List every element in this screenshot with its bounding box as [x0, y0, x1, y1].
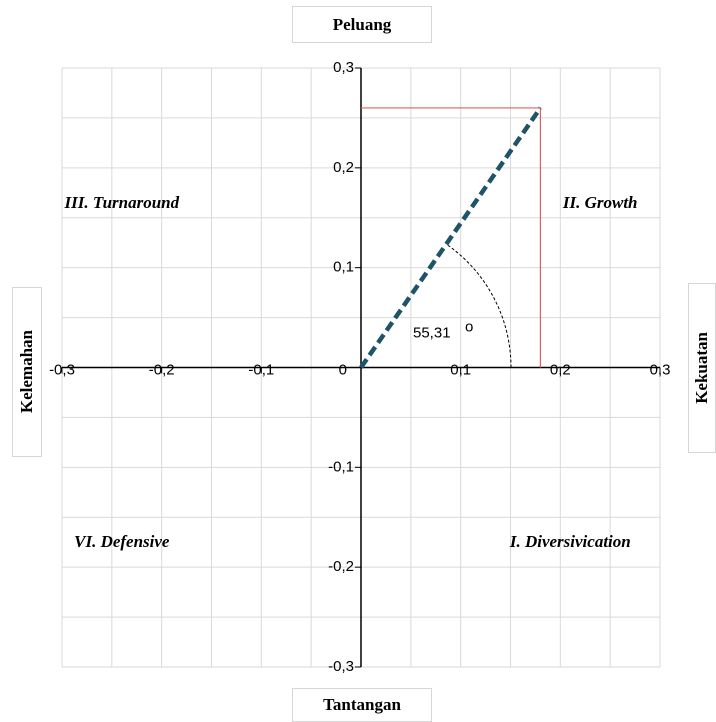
- angle-label: 55,31: [413, 325, 451, 342]
- right-axis-label: Kekuatan: [688, 283, 716, 453]
- top-axis-label-text: Peluang: [332, 14, 392, 34]
- quadrant-defensive-label: VI. Defensive: [74, 532, 170, 551]
- x-tick-label: -0,3: [49, 362, 75, 379]
- x-tick-label: 0,3: [650, 362, 671, 379]
- gridlines: [61, 67, 661, 668]
- tick-labels: -0,3 -0,2 -0,1 0,1 0,2 0,3 0,3 0,2 0,1 -0,1 -0,2 -0…: [49, 59, 670, 675]
- y-tick-label: -0,2: [328, 558, 354, 575]
- x-tick-label: 0,1: [450, 362, 471, 379]
- quadrant-diversivication-label: I. Diversivication: [509, 532, 631, 551]
- y-tick-label: 0,3: [333, 59, 354, 76]
- x-tick-label: -0,2: [149, 362, 175, 379]
- left-axis-label: Kelemahan: [12, 287, 42, 457]
- x-tick-label: -0,1: [248, 362, 274, 379]
- strategy-point-guide: [361, 107, 542, 368]
- quadrant-growth-label: II. Growth: [562, 193, 638, 212]
- x-tick-label: 0,2: [550, 362, 571, 379]
- angle-arc: [446, 243, 512, 368]
- angle-unit: o: [465, 319, 473, 336]
- top-axis-label: Peluang: [292, 6, 432, 43]
- tick-marks: [61, 67, 661, 668]
- y-tick-label: 0,2: [333, 159, 354, 176]
- bottom-axis-label-text: Tantangan: [323, 695, 401, 714]
- quadrant-turnaround-label: III. Turnaround: [63, 193, 179, 212]
- origin-label: 0: [339, 362, 347, 379]
- y-tick-label: -0,1: [328, 458, 354, 475]
- strategy-vector-line: [359, 106, 543, 369]
- y-tick-label: 0,1: [333, 259, 354, 276]
- y-tick-label: -0,3: [328, 658, 354, 675]
